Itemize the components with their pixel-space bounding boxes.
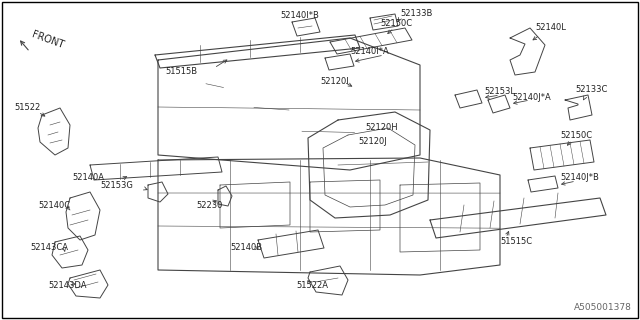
Text: 52140I*B: 52140I*B	[280, 11, 319, 20]
Text: 52150C: 52150C	[560, 132, 592, 140]
Text: 52140J*B: 52140J*B	[560, 173, 599, 182]
Text: 52153L: 52153L	[484, 87, 515, 97]
Text: 52140J*A: 52140J*A	[512, 93, 551, 102]
Text: 52150C: 52150C	[380, 20, 412, 28]
Text: 52143CA: 52143CA	[30, 244, 68, 252]
Text: 51522: 51522	[14, 103, 40, 113]
Text: 52120H: 52120H	[365, 124, 397, 132]
Text: 52140A: 52140A	[72, 173, 104, 182]
Text: A505001378: A505001378	[574, 303, 632, 312]
Text: 52120I: 52120I	[320, 77, 349, 86]
Text: 52230: 52230	[196, 201, 222, 210]
Text: 52133B: 52133B	[400, 10, 433, 19]
Text: 52140B: 52140B	[230, 244, 262, 252]
Text: 51515C: 51515C	[500, 237, 532, 246]
Text: 52153G: 52153G	[100, 180, 133, 189]
Text: FRONT: FRONT	[30, 29, 65, 50]
Text: 52140C: 52140C	[38, 201, 70, 210]
Text: 52140I*A: 52140I*A	[350, 47, 388, 57]
Text: 52133C: 52133C	[575, 85, 607, 94]
Text: 52120J: 52120J	[358, 138, 387, 147]
Text: 52143DA: 52143DA	[48, 281, 86, 290]
Text: 52140L: 52140L	[535, 23, 566, 33]
Text: 51515B: 51515B	[165, 67, 197, 76]
Text: 51522A: 51522A	[296, 281, 328, 290]
